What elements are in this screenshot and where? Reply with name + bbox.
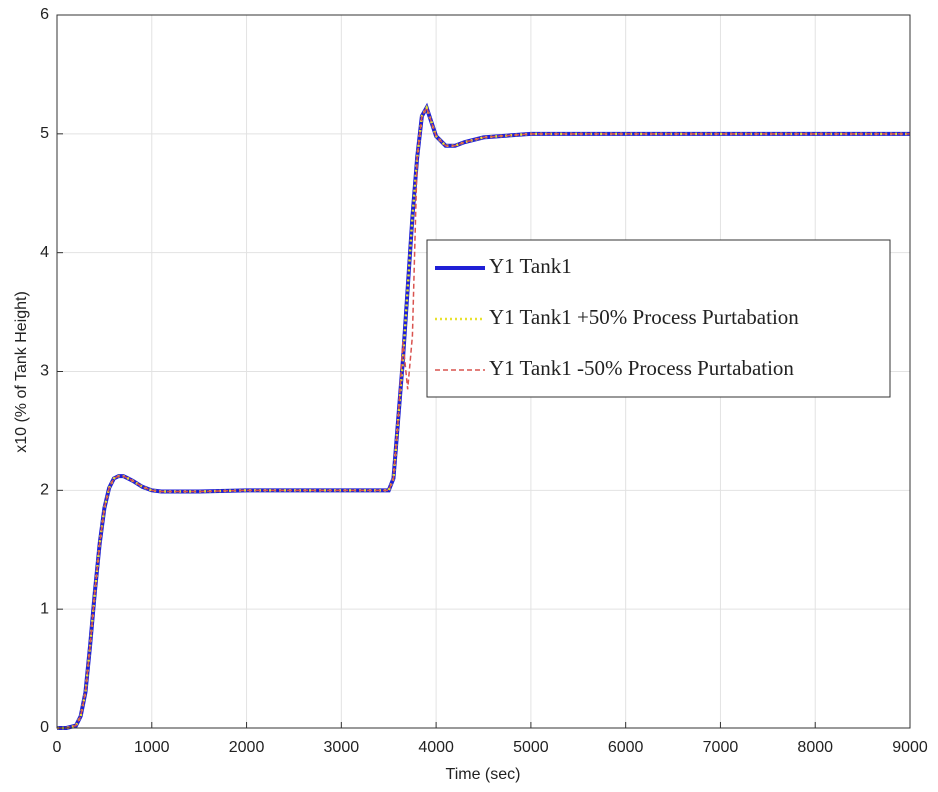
x-tick-label: 8000: [797, 739, 833, 756]
legend-box: [426, 239, 891, 398]
y-axis-label: x10 (% of Tank Height): [13, 291, 30, 453]
x-tick-label: 2000: [229, 739, 265, 756]
x-tick-label: 3000: [324, 739, 360, 756]
y-tick-label: 0: [40, 719, 49, 736]
x-axis-label: Time (sec): [446, 766, 521, 783]
x-tick-label: 0: [53, 739, 62, 756]
legend-label: Y1 Tank1: [489, 254, 572, 278]
legend-label: Y1 Tank1 +50% Process Purtabation: [489, 305, 799, 329]
legend-label: Y1 Tank1 -50% Process Purtabation: [489, 356, 794, 380]
y-tick-label: 2: [40, 482, 49, 499]
y-tick-label: 3: [40, 363, 49, 380]
y-tick-label: 5: [40, 125, 49, 142]
x-tick-label: 5000: [513, 739, 549, 756]
y-tick-label: 4: [40, 244, 49, 261]
x-tick-label: 7000: [703, 739, 739, 756]
plot-frame: [56, 14, 911, 729]
y-tick-label: 1: [40, 600, 49, 617]
x-tick-label: 6000: [608, 739, 644, 756]
series-line: [57, 105, 910, 729]
x-tick-label: 1000: [134, 739, 170, 756]
x-tick-label: 9000: [892, 739, 928, 756]
x-tick-label: 4000: [418, 739, 454, 756]
y-tick-label: 6: [40, 6, 49, 23]
